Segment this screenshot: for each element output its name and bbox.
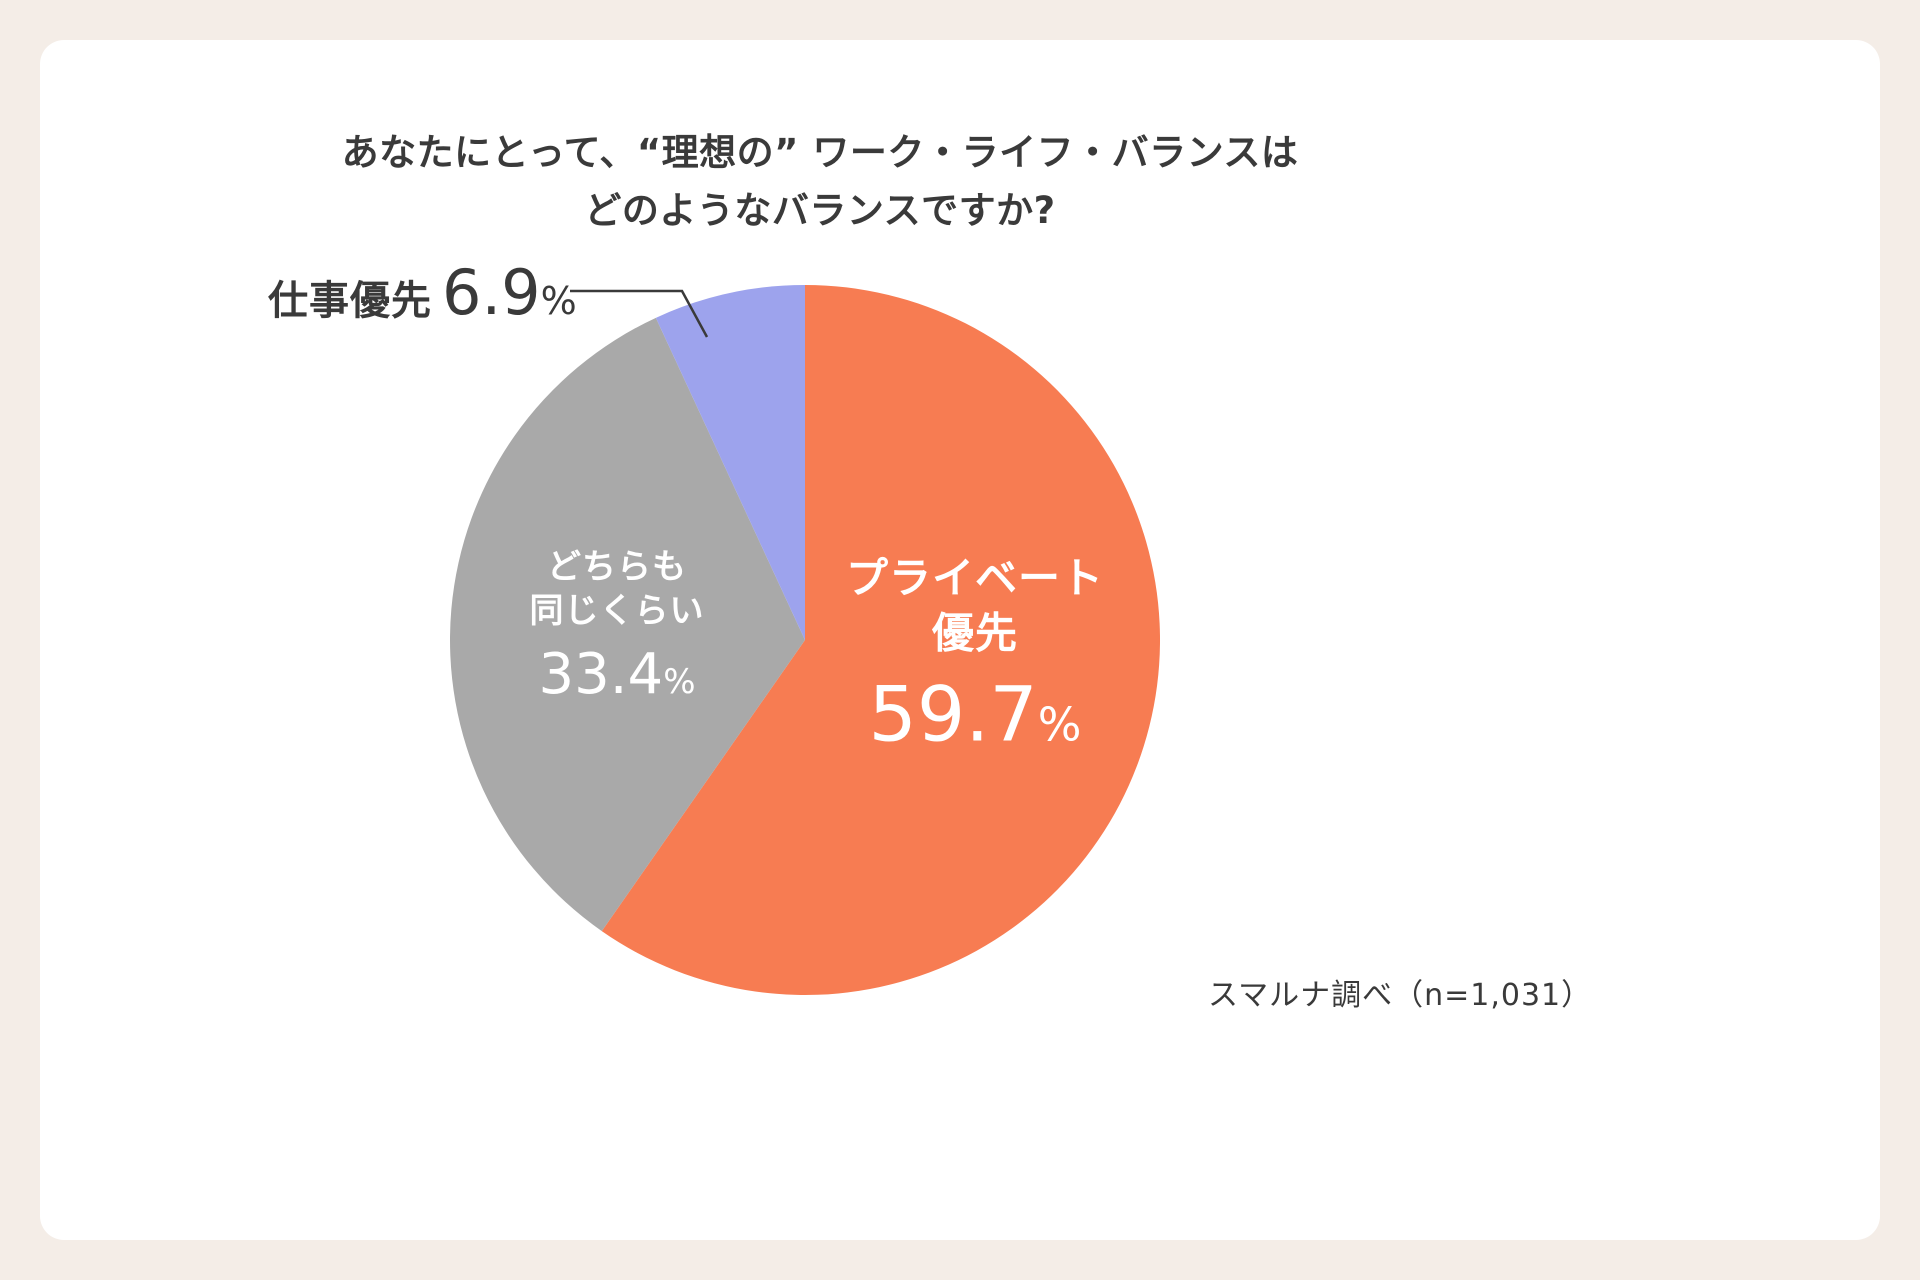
- slice-label-equal-name-line1: どちらも: [547, 546, 687, 587]
- slice-label-equal: どちらも 同じくらい 33.4%: [530, 545, 705, 703]
- slice-label-work-value-unit: %: [540, 279, 577, 323]
- slice-label-work-name: 仕事優先: [268, 278, 432, 324]
- pie-slice-work: [655, 285, 805, 640]
- chart-card: あなたにとって、“理想の” ワーク・ライフ・バランスは どのようなバランスですか…: [40, 40, 1880, 1240]
- source-note: スマルナ調べ（n=1,031）: [1208, 978, 1593, 1013]
- slice-label-private-name-line1: プライベート: [845, 553, 1105, 603]
- chart-title-line2: どのようなバランスですか?: [584, 189, 1056, 232]
- pie-slices: [450, 285, 1161, 996]
- pie-slice-private: [601, 285, 1161, 996]
- slice-label-equal-name-line2: 同じくらい: [529, 591, 705, 631]
- slice-label-equal-value-unit: %: [663, 662, 696, 703]
- slice-label-private-value: 59.7%: [846, 676, 1104, 753]
- slice-label-equal-value-number: 33.4: [538, 642, 664, 708]
- slice-label-work-value: 6.9%: [442, 262, 577, 324]
- slice-label-private: プライベート 優先 59.7%: [846, 551, 1104, 752]
- chart-title: あなたにとって、“理想の” ワーク・ライフ・バランスは どのようなバランスですか…: [80, 124, 1560, 240]
- pie-chart: [450, 285, 1161, 996]
- slice-label-work-value-number: 6.9: [442, 256, 541, 329]
- chart-title-line1: あなたにとって、“理想の” ワーク・ライフ・バランスは: [341, 131, 1299, 174]
- leader-line: [570, 289, 709, 338]
- slice-label-private-value-unit: %: [1037, 697, 1082, 752]
- pie-slice-equal: [450, 317, 805, 932]
- slice-label-equal-value: 33.4%: [530, 647, 705, 703]
- slice-label-private-name-line2: 優先: [931, 608, 1019, 657]
- slice-label-private-value-number: 59.7: [868, 669, 1038, 759]
- slice-label-work: 仕事優先 6.9%: [268, 262, 577, 326]
